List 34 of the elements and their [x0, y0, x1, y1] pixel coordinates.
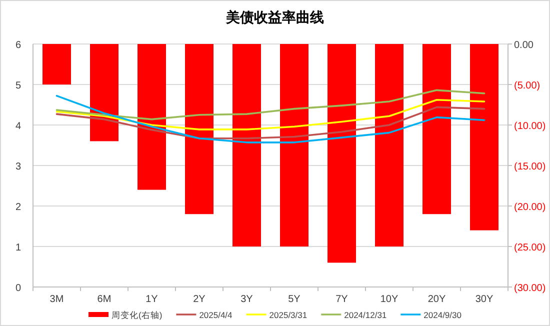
x-tick-label: 2Y [193, 294, 206, 305]
y-tick-label: 2 [15, 202, 22, 213]
y2-tick-label: (15.00) [514, 162, 546, 172]
y-tick-label: 0 [15, 283, 22, 294]
y2-tick-label: (20.00) [514, 202, 546, 213]
y-tick-label: 4 [15, 121, 22, 132]
x-tick-label: 3M [50, 294, 64, 305]
x-tick-label: 6M [97, 294, 112, 305]
x-tick-label: 30Y [475, 294, 494, 305]
y2-tick-label: (5.00) [514, 80, 540, 92]
y-tick-label: 1 [15, 242, 22, 254]
y2-tick-label: 0.00 [514, 40, 534, 51]
line-series [56, 98, 486, 130]
y2-tick-label: (10.00) [514, 121, 546, 132]
y2-tick-label: (25.00) [514, 242, 546, 254]
y-tick-label: 6 [15, 40, 22, 51]
x-tick-label: 20Y [428, 294, 446, 305]
line-series [56, 89, 486, 120]
chart-title: 美债收益率曲线 [225, 9, 324, 25]
line-series [56, 94, 486, 144]
y-tick-label: 5 [15, 80, 22, 92]
legend-label: 周变化(右轴) [112, 310, 162, 320]
x-tick-label: 7Y [336, 294, 348, 305]
x-tick-label: 10Y [380, 294, 398, 305]
x-tick-label: 1Y [146, 294, 158, 305]
legend-label: 2024/9/30 [424, 310, 462, 320]
legend-label: 2025/3/31 [269, 310, 308, 320]
y2-tick-label: (30.00) [514, 283, 546, 294]
y-tick-label: 3 [15, 162, 22, 172]
legend-label: 2024/12/31 [344, 310, 387, 320]
x-tick-label: 5Y [288, 294, 301, 305]
legend-label: 2025/4/4 [199, 310, 233, 320]
x-tick-label: 3Y [240, 294, 254, 305]
line-series [56, 106, 486, 140]
